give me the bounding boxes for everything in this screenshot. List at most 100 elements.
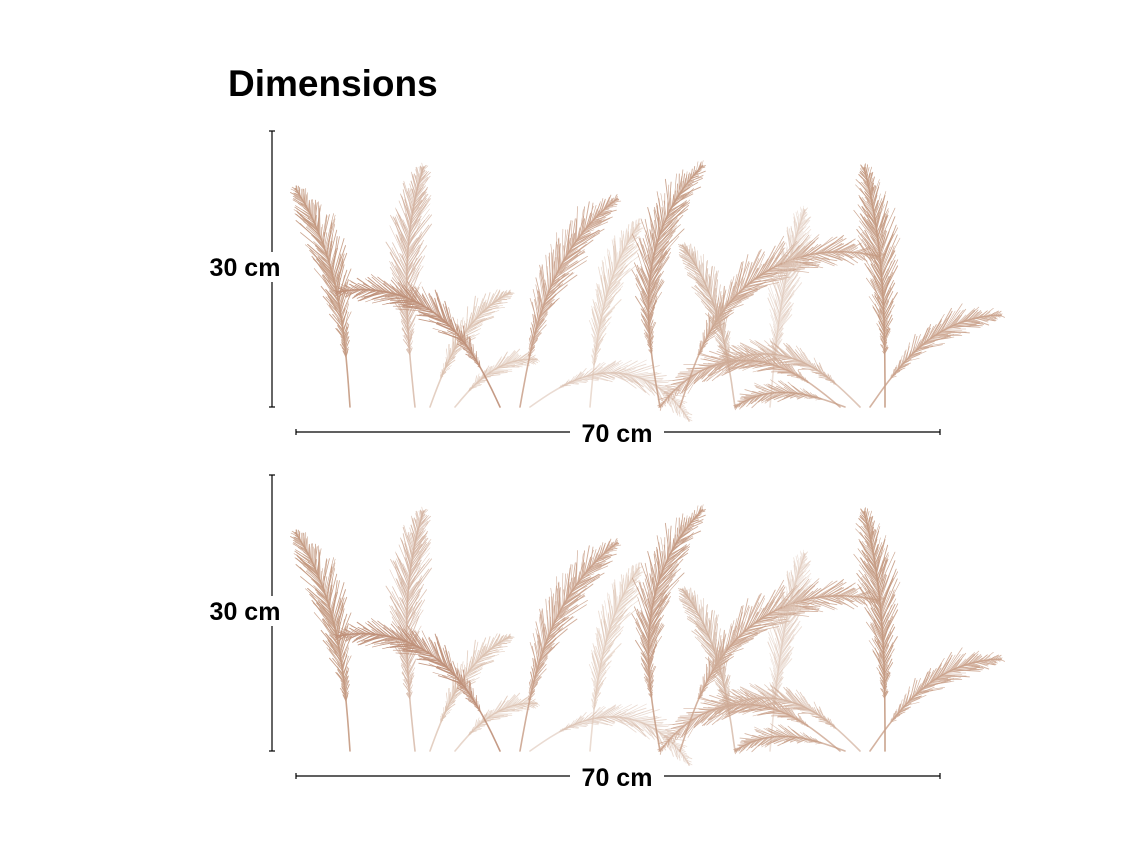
plume-frond [648,325,652,333]
plume-frond [611,367,622,374]
plume-frond [688,176,703,182]
plume-frond [872,306,885,327]
plume-frond [600,633,605,649]
plume-frond [822,596,843,606]
plume-frond [672,538,675,550]
plume-frond [704,312,722,329]
plume-frond [600,289,605,305]
plume-frond [872,195,878,209]
plume-frond [667,378,689,382]
plume-frond [881,344,886,350]
plume-frond [601,544,606,556]
plume-frond [479,714,486,725]
plume-frond [806,379,809,383]
plume-frond [975,317,989,323]
plume-frond [837,243,855,253]
plume-frond [776,345,787,358]
plume-frond [801,246,814,257]
plume-frond [296,552,313,563]
plume-frond [803,588,822,601]
plume-frond [632,221,634,234]
plume-frond [391,285,406,298]
plume-frond [408,331,415,342]
plume-frond [529,358,535,363]
plume-frond [853,251,865,261]
plume-frond [704,306,719,320]
plume-frond [632,372,658,377]
plume-frond [477,379,487,383]
plume-frond [805,244,819,256]
plume-frond [600,266,608,295]
plume-frond [548,256,552,287]
plume-frond [632,565,634,578]
plume-frond [308,199,310,211]
plume-frond [533,314,537,330]
plume-frond [706,298,715,307]
plume-frond [508,633,511,638]
plume-frond [657,569,675,585]
plume-frond [745,346,760,355]
plume-frond [636,268,650,294]
plume-frond [648,625,665,651]
plume-frond [293,198,307,208]
plume-frond [648,664,654,675]
plume-frond [344,284,355,291]
plume-frond [409,204,413,216]
plume-frond [596,678,603,687]
plume-frond [341,347,347,353]
plume-frond [647,339,651,344]
plume-frond [444,300,453,330]
plume-frond [941,310,953,332]
plume-frond [598,319,606,329]
plume-frond [402,306,430,310]
plume-frond [882,276,890,290]
plume-frond [881,237,901,274]
plume-frond [839,588,855,597]
plume-frond [511,354,519,363]
plume-frond [651,246,667,265]
plume-frond [603,632,622,651]
plume-frond [548,600,552,631]
plume-frond [487,365,492,375]
plume-frond [788,363,797,376]
plume-frond [619,703,647,718]
plume-frond [803,244,822,257]
plume-frond [879,307,885,317]
plume-frond [627,367,644,375]
plume-frond [316,591,328,602]
plume-frond [641,319,650,336]
plume-frond [650,252,668,272]
plume-frond [673,385,680,400]
plume-frond [745,395,757,397]
plume-frond [686,524,694,529]
plume [588,218,644,408]
plume-frond [864,163,866,171]
plume-frond [592,718,602,722]
plume-frond [620,372,633,384]
plume-frond [686,173,690,184]
plume-frond [703,358,721,364]
plume-frond [658,563,679,583]
plume-frond [408,562,421,584]
plume-frond [292,195,304,203]
plume-frond [389,266,408,293]
plume-frond [569,241,588,251]
plume-frond [352,289,368,299]
plume-frond [341,683,346,689]
plume-frond [747,258,760,285]
plume-frond [602,706,620,718]
plume-frond [870,263,883,286]
plume-frond [750,611,758,627]
plume-frond [419,173,421,178]
plume-frond [591,656,599,679]
plume-frond [635,277,649,303]
plume-frond [432,328,460,337]
plume-frond [464,326,477,334]
plume-frond [736,261,744,296]
plume-frond [667,385,680,388]
plume-frond [739,354,757,369]
plume-frond [609,542,613,549]
plume-frond [593,695,596,700]
plume-frond [784,265,801,284]
plume-frond [404,199,412,220]
